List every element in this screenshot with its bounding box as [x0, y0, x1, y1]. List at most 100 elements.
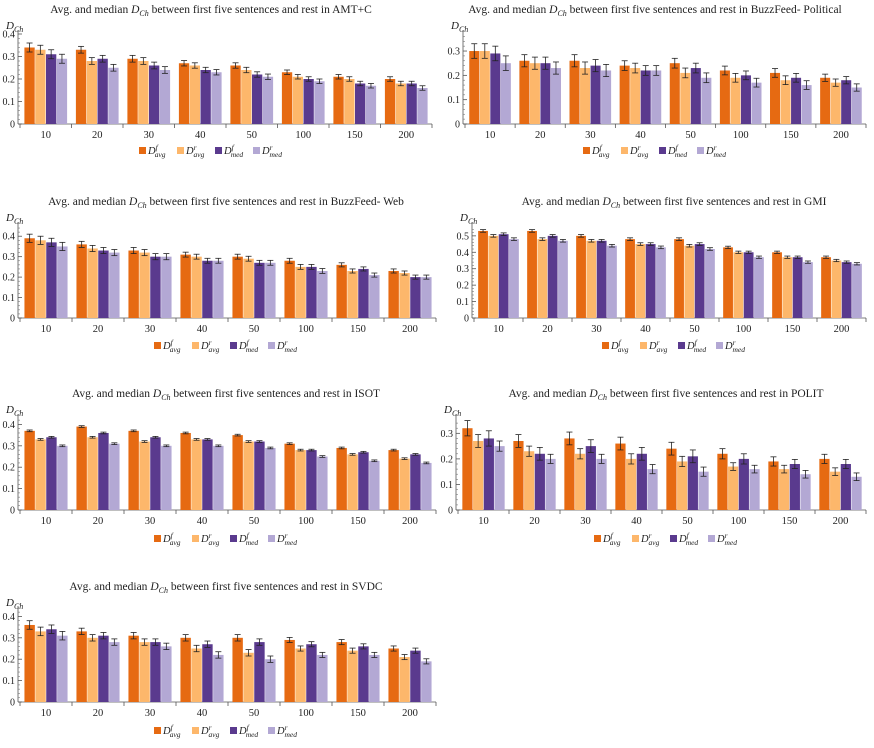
y-tick-label: 0.1 [441, 480, 454, 491]
legend-label: Dr med [261, 143, 282, 159]
bar-f-med [358, 268, 369, 318]
y-tick-label: 0.1 [3, 293, 16, 304]
bar-f-avg [281, 72, 293, 124]
legend-label: Df avg [162, 338, 181, 354]
legend-swatch [192, 727, 199, 734]
bar-r-avg [680, 72, 691, 124]
legend-swatch [268, 727, 275, 734]
bar-r-avg [138, 61, 149, 124]
legend-swatch [154, 342, 161, 349]
bar-f-avg [230, 65, 241, 124]
bar-f-avg [336, 642, 347, 702]
bar-f-avg [770, 72, 781, 124]
x-tick-label: 40 [631, 516, 642, 527]
y-axis-label: DCh [5, 20, 23, 34]
bar-f-avg [127, 58, 138, 124]
chart-panel-6: Avg. and median DCh between first five s… [441, 388, 867, 547]
bar-r-avg [630, 68, 641, 124]
bar-f-avg [462, 428, 473, 510]
bar-f-med [738, 458, 749, 510]
x-tick-label: 50 [249, 516, 260, 527]
y-axis-label: DCh [459, 212, 477, 226]
bar-r-avg [295, 648, 306, 702]
bar-r-avg [243, 441, 254, 510]
bar-r-med [265, 659, 276, 702]
bar-f-med [98, 635, 109, 702]
bar-r-med [369, 275, 380, 318]
bar-f-avg [178, 63, 190, 124]
bar-r-avg [684, 245, 695, 318]
y-tick-label: 0.1 [3, 97, 16, 108]
legend: Df avg Dr avg Df med Dr med [154, 723, 297, 739]
y-tick-label: 0.3 [3, 441, 16, 452]
bar-f-med [149, 65, 160, 124]
bar-r-med [317, 654, 328, 702]
bar-r-med [607, 245, 617, 318]
chart-title: Avg. and median DCh between first five s… [69, 581, 383, 595]
bar-r-med [698, 471, 709, 510]
bar-r-med [550, 68, 561, 124]
bar-r-med [651, 70, 662, 124]
bar-r-avg [575, 453, 586, 510]
bar-r-avg [35, 49, 46, 124]
x-tick-label: 20 [529, 516, 540, 527]
bar-f-avg [384, 79, 396, 124]
bar-r-avg [779, 469, 790, 510]
bar-f-avg [576, 235, 586, 318]
chart-title: Avg. and median DCh between first five s… [468, 4, 842, 18]
legend-swatch [230, 535, 237, 542]
bar-f-avg [569, 60, 580, 124]
bar-f-med [358, 646, 369, 702]
legend-label: Df avg [162, 531, 181, 547]
bar-r-avg [139, 441, 150, 510]
bar-f-avg [128, 430, 139, 510]
bar-f-med [636, 453, 647, 510]
bar-r-med [421, 462, 432, 510]
y-tick-label: 0.2 [457, 281, 470, 292]
y-axis-label: DCh [5, 597, 23, 611]
bar-f-med [791, 77, 802, 124]
legend-swatch [621, 147, 628, 154]
bar-f-med [254, 642, 265, 702]
y-tick-label: 0 [455, 120, 460, 131]
x-tick-label: 30 [585, 130, 596, 141]
bar-f-avg [768, 461, 779, 510]
x-tick-label: 10 [478, 516, 489, 527]
legend-swatch [670, 535, 677, 542]
bar-r-avg [347, 270, 358, 318]
legend-swatch [230, 727, 237, 734]
legend-label: Df avg [147, 143, 166, 159]
bar-r-med [365, 85, 377, 124]
bar-f-med [98, 250, 109, 318]
bar-r-avg [191, 648, 202, 702]
bar-f-avg [128, 635, 139, 702]
bar-r-med [161, 646, 172, 702]
legend-swatch [268, 535, 275, 542]
bar-r-med [421, 277, 432, 318]
bar-f-med [202, 260, 213, 318]
bar-r-med [213, 260, 224, 318]
x-tick-label: 100 [295, 130, 311, 141]
bar-r-med [494, 446, 505, 510]
x-tick-label: 150 [350, 708, 366, 719]
bar-f-med [585, 446, 596, 510]
y-tick-label: 0.1 [457, 297, 470, 308]
x-tick-label: 200 [833, 130, 849, 141]
bar-r-avg [139, 252, 150, 318]
bar-f-avg [819, 458, 830, 510]
bar-f-avg [232, 435, 243, 510]
bar-r-avg [830, 471, 841, 510]
legend-swatch [177, 147, 184, 154]
bar-r-med [57, 246, 68, 318]
bar-f-avg [821, 257, 831, 318]
bar-f-med [410, 454, 421, 510]
bar-r-avg [733, 252, 744, 318]
bar-f-med [540, 63, 551, 124]
bar-r-avg [295, 450, 306, 510]
bar-r-med [803, 262, 813, 318]
bar-r-avg [344, 79, 355, 124]
bar-r-med [109, 252, 120, 318]
legend-label: Dr avg [629, 143, 649, 159]
bar-r-avg [580, 68, 591, 124]
bar-r-med [161, 445, 172, 510]
